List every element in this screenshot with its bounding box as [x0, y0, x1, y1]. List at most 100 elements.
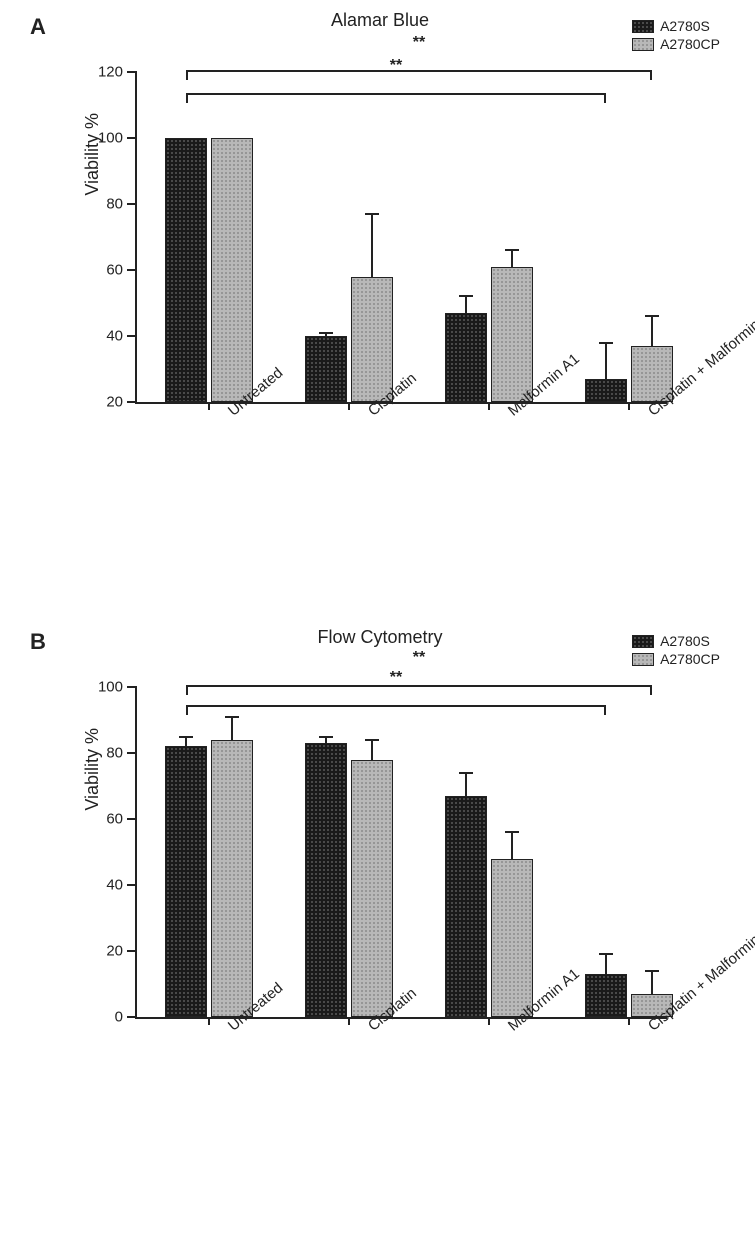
error-bar — [325, 737, 327, 744]
x-tick — [348, 1017, 350, 1025]
y-tick-label: 40 — [106, 328, 123, 345]
legend-row-b-a2780s: A2780S — [632, 633, 720, 649]
error-bar — [605, 343, 607, 379]
legend-row-b-a2780cp: A2780CP — [632, 651, 720, 667]
y-tick — [127, 950, 137, 952]
error-cap — [459, 295, 473, 297]
error-bar — [465, 773, 467, 796]
x-tick — [488, 402, 490, 410]
y-tick — [127, 686, 137, 688]
significance-label: ** — [390, 669, 402, 687]
bar-dark — [445, 796, 487, 1017]
y-tick-label: 120 — [98, 64, 123, 81]
error-bar — [371, 214, 373, 277]
significance-bracket — [186, 93, 606, 95]
x-tick — [208, 1017, 210, 1025]
legend-row-a2780cp: A2780CP — [632, 36, 720, 52]
y-tick — [127, 137, 137, 139]
y-tick — [127, 335, 137, 337]
y-tick-label: 100 — [98, 679, 123, 696]
error-cap — [645, 315, 659, 317]
y-tick-label: 100 — [98, 130, 123, 147]
error-bar — [371, 740, 373, 760]
error-cap — [459, 772, 473, 774]
error-bar — [651, 316, 653, 346]
panel-a-legend: A2780S A2780CP — [632, 18, 720, 54]
legend-swatch-dark-b — [632, 635, 654, 648]
bar-light — [211, 740, 253, 1017]
bar-dark — [165, 746, 207, 1017]
significance-label: ** — [390, 57, 402, 75]
y-tick — [127, 401, 137, 403]
y-tick-label: 60 — [106, 811, 123, 828]
panel-a-ylabel: Viability % — [82, 113, 103, 196]
bar-dark — [445, 313, 487, 402]
bar-dark — [305, 336, 347, 402]
panel-b-legend: A2780S A2780CP — [632, 633, 720, 669]
error-cap — [599, 953, 613, 955]
error-cap — [505, 249, 519, 251]
legend-label-a2780s: A2780S — [660, 18, 710, 34]
bar-dark — [305, 743, 347, 1017]
y-tick — [127, 269, 137, 271]
error-bar — [185, 737, 187, 747]
error-cap — [225, 716, 239, 718]
panel-b-plot: 020406080100UntreatedCisplatinMalformin … — [135, 687, 667, 1019]
significance-label: ** — [413, 649, 425, 667]
panel-b-ylabel: Viability % — [82, 728, 103, 811]
y-tick — [127, 203, 137, 205]
bar-dark — [585, 974, 627, 1017]
x-category-label: Cisplatin + Malformin — [641, 927, 755, 1035]
error-cap — [599, 342, 613, 344]
y-tick-label: 80 — [106, 745, 123, 762]
y-tick-label: 80 — [106, 196, 123, 213]
significance-bracket — [186, 705, 606, 707]
x-tick — [348, 402, 350, 410]
significance-bracket — [186, 70, 652, 72]
panel-a-plot: 20406080100120UntreatedCisplatinMalformi… — [135, 72, 667, 404]
error-cap — [645, 970, 659, 972]
y-tick-label: 20 — [106, 943, 123, 960]
legend-label-b-a2780s: A2780S — [660, 633, 710, 649]
error-cap — [319, 332, 333, 334]
error-bar — [465, 296, 467, 313]
error-cap — [365, 739, 379, 741]
legend-swatch-light-b — [632, 653, 654, 666]
legend-swatch-light — [632, 38, 654, 51]
bar-light — [351, 760, 393, 1017]
significance-bracket — [186, 685, 652, 687]
legend-row-a2780s: A2780S — [632, 18, 720, 34]
error-cap — [319, 736, 333, 738]
error-cap — [505, 831, 519, 833]
significance-label: ** — [413, 34, 425, 52]
legend-label-b-a2780cp: A2780CP — [660, 651, 720, 667]
panel-b-label: B — [30, 629, 46, 655]
bar-light — [491, 859, 533, 1017]
y-tick — [127, 752, 137, 754]
y-tick-label: 20 — [106, 394, 123, 411]
error-cap — [179, 736, 193, 738]
legend-swatch-dark — [632, 20, 654, 33]
y-tick-label: 40 — [106, 877, 123, 894]
y-tick — [127, 71, 137, 73]
panel-a-title: Alamar Blue — [331, 10, 429, 31]
error-bar — [605, 954, 607, 974]
x-tick — [208, 402, 210, 410]
panel-a-label: A — [30, 14, 46, 40]
x-tick — [628, 1017, 630, 1025]
error-bar — [231, 717, 233, 740]
panel-b-title: Flow Cytometry — [317, 627, 442, 648]
error-bar — [651, 971, 653, 994]
bar-light — [211, 138, 253, 402]
legend-label-a2780cp: A2780CP — [660, 36, 720, 52]
error-bar — [511, 250, 513, 267]
bar-dark — [585, 379, 627, 402]
figure-page: A Alamar Blue A2780S A2780CP Viability %… — [0, 0, 755, 1259]
y-tick — [127, 884, 137, 886]
error-bar — [511, 832, 513, 858]
y-tick-label: 0 — [115, 1009, 123, 1026]
x-tick — [488, 1017, 490, 1025]
y-tick — [127, 818, 137, 820]
y-tick-label: 60 — [106, 262, 123, 279]
x-tick — [628, 402, 630, 410]
